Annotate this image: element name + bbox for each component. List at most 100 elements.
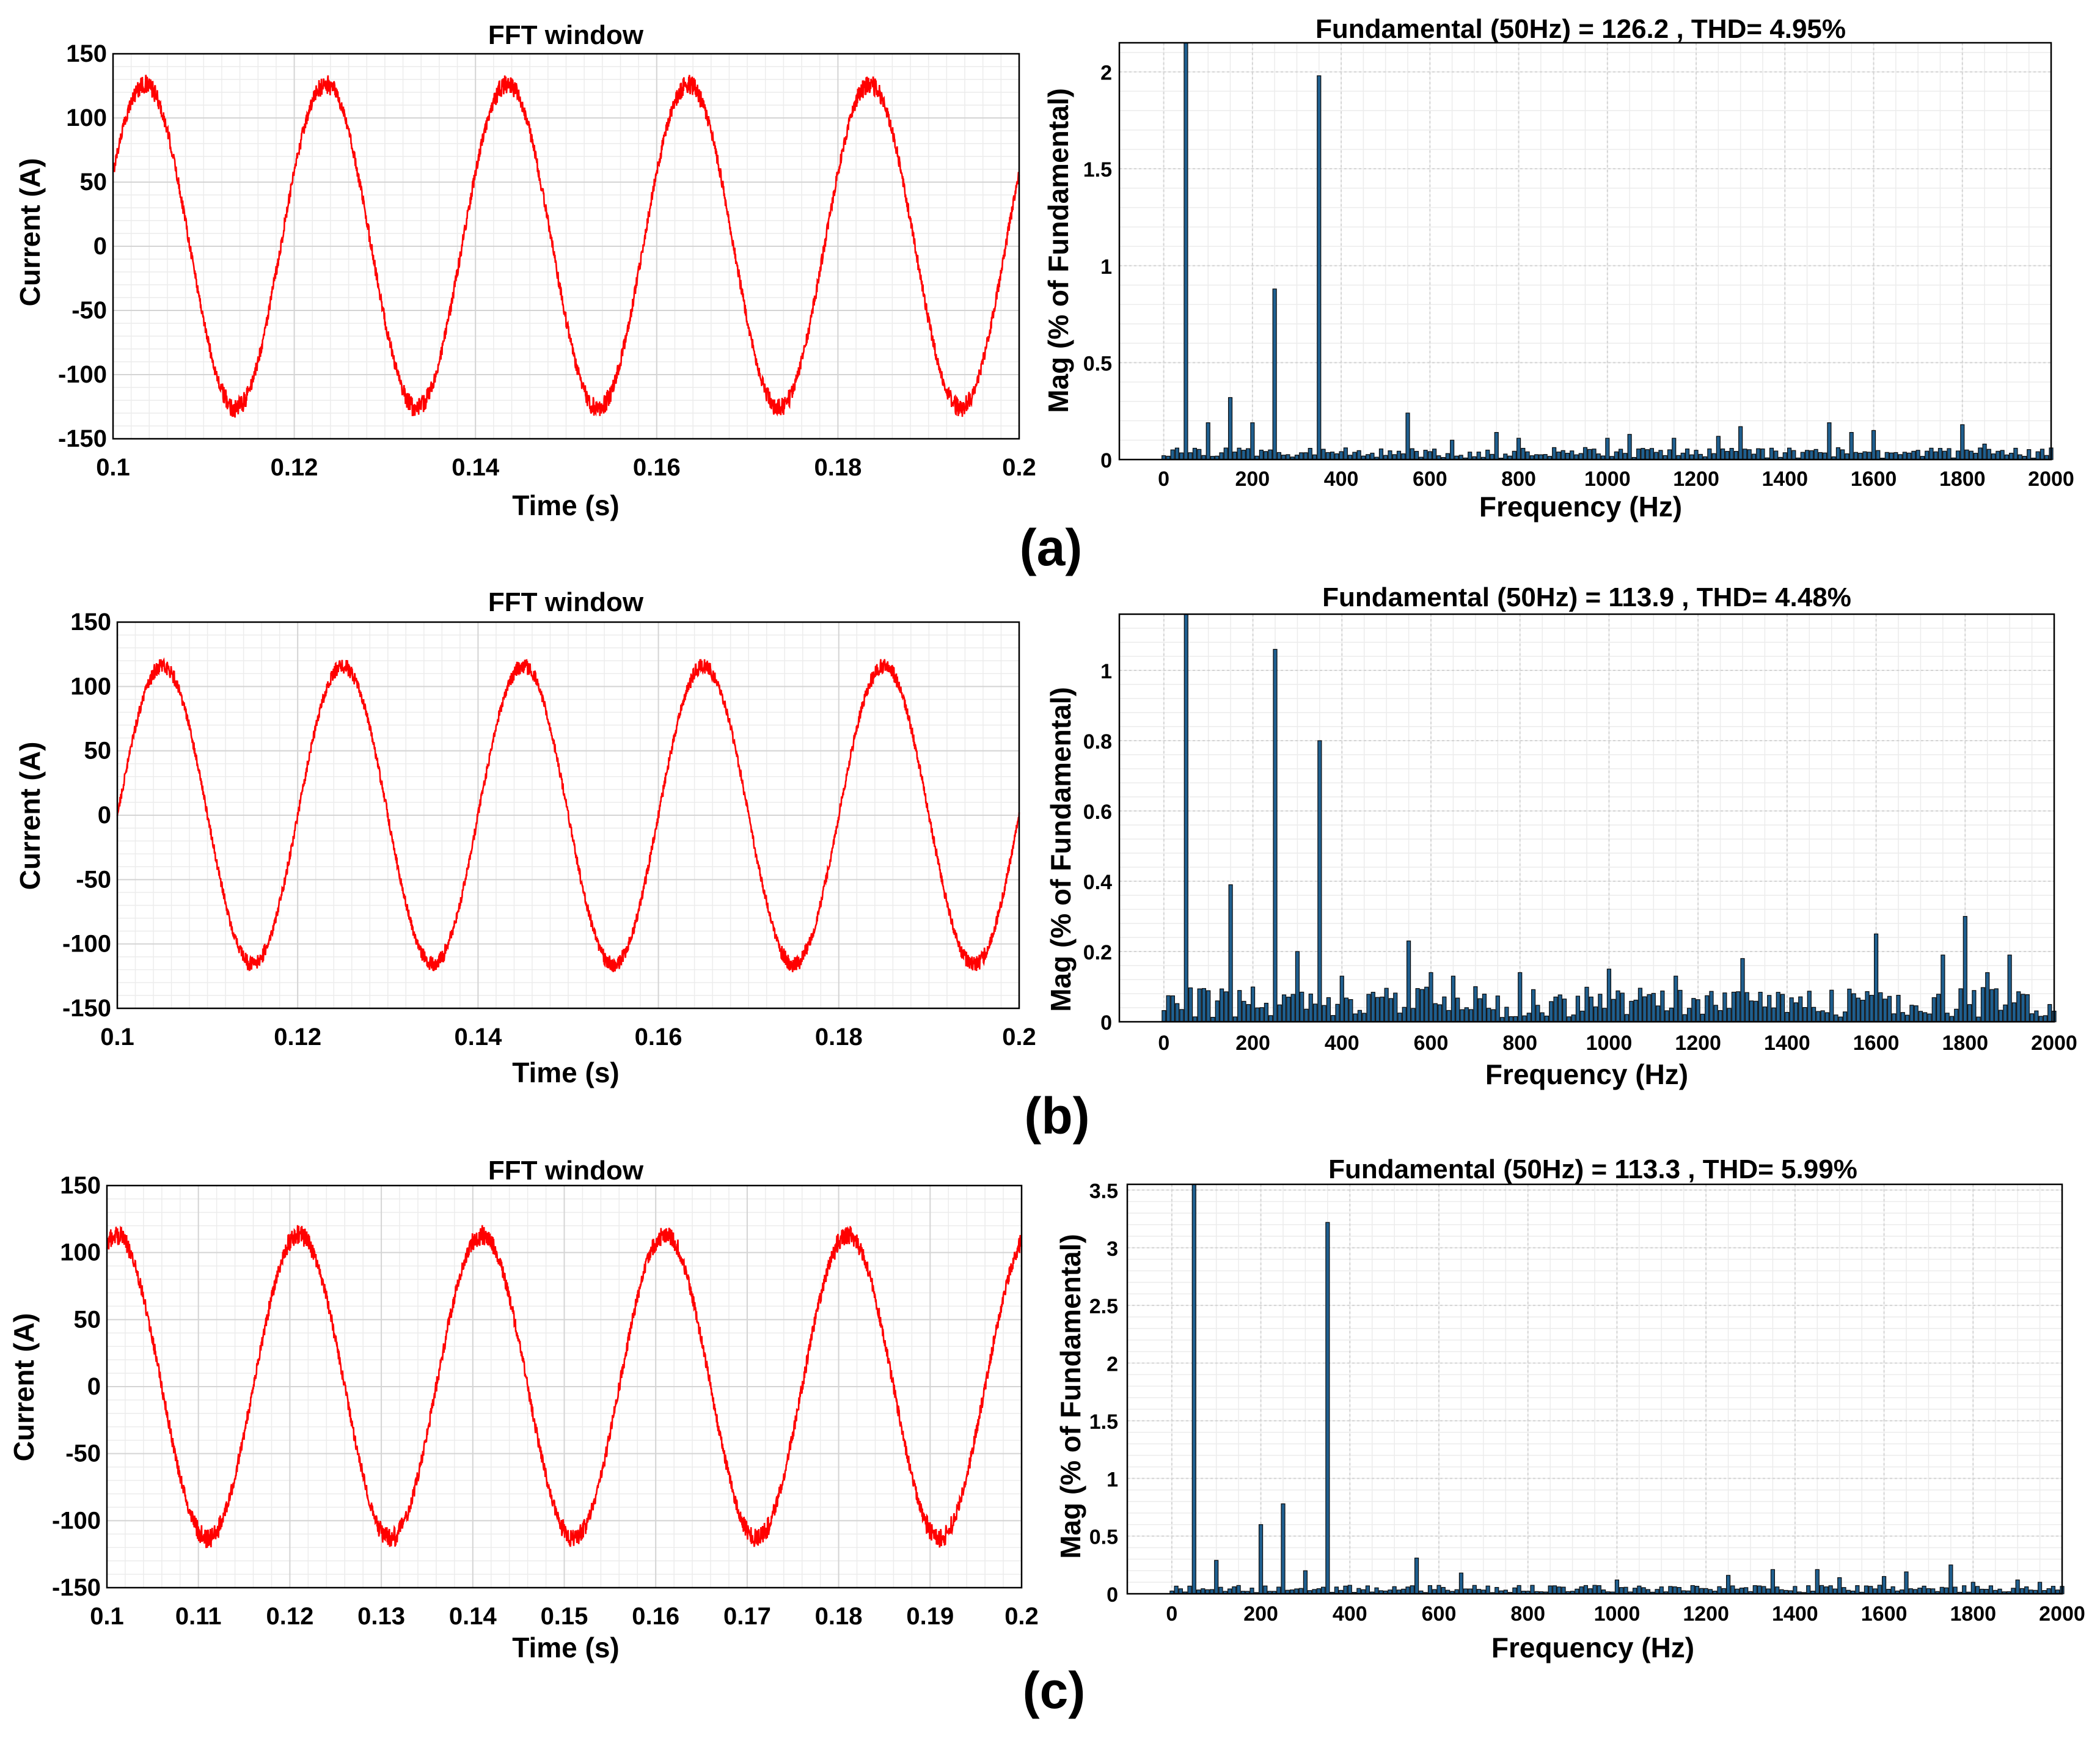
y-tick-label: 1 [1107,1468,1118,1491]
noise-bar [1858,452,1863,460]
noise-bar [1436,1585,1441,1594]
noise-bar [1834,1014,1838,1022]
noise-bar [1937,448,1943,460]
noise-bar [1685,449,1690,460]
harmonic-bar [1295,951,1300,1022]
y-tick-label: -100 [58,361,107,388]
noise-bar [1945,1013,1950,1022]
noise-bar [1433,1003,1438,1022]
x-tick-label: 1400 [1762,468,1808,491]
y-tick-label: 2 [1107,1353,1118,1376]
noise-bar [1882,999,1887,1022]
noise-bar [2035,451,2040,460]
noise-bar [1705,995,1710,1022]
noise-bar [1890,1586,1895,1594]
noise-bar [1658,450,1663,460]
harmonic-bar [1516,438,1521,460]
noise-bar [1964,449,1969,460]
noise-bar [1552,1585,1557,1594]
x-axis-label: Frequency (Hz) [1491,1632,1694,1663]
noise-bar [1641,1587,1646,1594]
y-tick-label: 0.6 [1083,801,1112,824]
x-tick-label: 0.14 [454,1024,502,1050]
noise-bar [1917,1588,1922,1594]
noise-bar [1629,1000,1634,1022]
noise-bar [1756,448,1761,460]
harmonic-bar [1250,422,1255,460]
noise-bar [1303,452,1308,460]
panel-a-time-chart: FFT window Time (s) Current (A) [14,20,644,521]
noise-bar [1973,453,1978,460]
noise-bar [1174,447,1179,460]
harmonic-bar [1985,972,1990,1022]
harmonic-bar [1473,986,1478,1022]
noise-bar [1175,1003,1180,1022]
noise-bar [1835,447,1841,460]
panel-label-a: (a) [1020,519,1083,576]
harmonic-bar [1339,975,1344,1022]
x-tick-label: 1800 [1950,1602,1996,1626]
harmonic-bar [1227,397,1233,460]
noise-bar [1785,1012,1790,1022]
noise-bar [1892,1013,1897,1022]
noise-bar [1980,987,1986,1022]
axes-frame [112,53,1020,440]
noise-bar [1578,453,1583,460]
noise-bar [1320,1586,1326,1594]
noise-bar [1464,1007,1469,1022]
y-tick-label: 0.5 [1089,1526,1118,1549]
x-tick-label: 400 [1325,1032,1359,1055]
noise-bar [1366,994,1371,1022]
noise-bar [1651,992,1656,1022]
harmonic-bar [1873,933,1879,1022]
noise-bar [1179,452,1184,460]
noise-bar [1958,988,1963,1022]
x-tick-label: 0.18 [814,454,862,481]
y-tick-label: 0 [87,1373,101,1400]
harmonic-bar [1406,941,1411,1022]
noise-bar [1655,1005,1661,1022]
noise-bar [1352,452,1357,460]
harmonic-bar [1317,75,1322,460]
x-tick-label: 0.12 [271,454,318,481]
noise-bar [1495,996,1500,1022]
y-axis-label: Current (A) [14,742,46,890]
noise-bar [1991,453,1996,460]
noise-bar [1219,452,1224,460]
noise-bar [2011,1588,2016,1594]
noise-bar [1988,1585,1994,1594]
harmonic-bar [1904,1571,1909,1594]
y-axis-label: Current (A) [8,1313,40,1462]
noise-bar [1931,997,1936,1022]
noise-bar [1242,1000,1246,1022]
x-tick-label: 1200 [1675,1032,1721,1055]
noise-bar [1334,453,1339,460]
noise-bar [1414,450,1419,460]
x-tick-label: 1000 [1584,468,1631,491]
noise-bar [1717,1586,1722,1594]
x-tick-label: 0.2 [1002,454,1036,481]
x-tick-label: 600 [1422,1602,1457,1626]
x-tick-label: 200 [1235,468,1270,491]
noise-bar [1923,1012,1928,1022]
noise-bar [1865,991,1870,1022]
x-axis-label: Time (s) [512,1057,620,1088]
noise-bar [1816,1011,1821,1022]
noise-bar [2019,1588,2025,1594]
noise-bar [1739,1588,1744,1594]
noise-bar [1531,989,1536,1022]
harmonic-bar [1738,426,1743,460]
noise-bar [1672,1586,1677,1594]
y-tick-label: 1 [1100,660,1112,683]
y-tick-label: 50 [80,169,108,196]
noise-bar [1744,1587,1749,1594]
noise-bar [1944,1587,1949,1594]
noise-bar [1972,990,1977,1022]
noise-bar [1967,1004,1972,1022]
current-waveform [106,1225,1023,1549]
plot-area-2: -150 -100 -50 0 50 100 150 0.1 0.12 0.14 0.16 0.18 0… [62,609,1036,1050]
noise-bar [1206,990,1211,1022]
harmonic-bar [1184,614,1188,1022]
harmonic-bar [1494,431,1499,460]
